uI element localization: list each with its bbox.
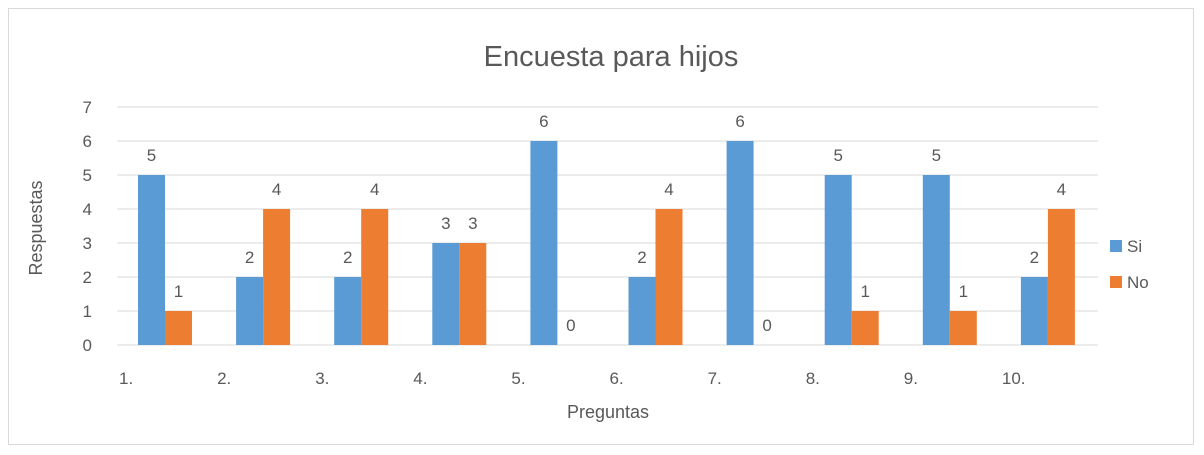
x-tick-label: 4. — [413, 369, 427, 388]
x-tick-label: 3. — [315, 369, 329, 388]
data-label: 5 — [147, 146, 156, 165]
x-tick-label: 6. — [610, 369, 624, 388]
x-tick-label: 1. — [119, 369, 133, 388]
bar-no-3 — [361, 209, 389, 345]
x-tick-labels: 1. 2. 3. 4. 5. 6. 7. 8. 9. 10. — [119, 369, 1026, 388]
chart-title: Encuesta para hijos — [484, 41, 739, 73]
data-label: 2 — [637, 248, 646, 267]
legend-swatch-si — [1110, 240, 1122, 252]
legend-swatch-no — [1110, 276, 1122, 288]
data-label: 1 — [860, 282, 869, 301]
y-tick-label: 0 — [83, 336, 92, 355]
data-label: 0 — [566, 316, 575, 335]
bar-si-8 — [824, 175, 852, 345]
chart-frame — [8, 8, 1194, 445]
y-tick-label: 4 — [83, 200, 92, 219]
bar-si-4 — [432, 243, 460, 345]
bar-no-10 — [1047, 209, 1075, 345]
x-tick-label: 9. — [904, 369, 918, 388]
legend: Si No — [1110, 237, 1149, 292]
y-axis-label: Respuestas — [26, 180, 46, 275]
x-tick-label: 10. — [1002, 369, 1026, 388]
bar-si-2 — [236, 277, 264, 345]
data-label: 2 — [343, 248, 352, 267]
bar-si-10 — [1020, 277, 1048, 345]
legend-label-no: No — [1127, 273, 1149, 292]
bar-si-9 — [922, 175, 950, 345]
data-label: 5 — [833, 146, 842, 165]
bar-si-5 — [530, 141, 558, 345]
x-tick-label: 7. — [708, 369, 722, 388]
data-label: 3 — [468, 214, 477, 233]
data-label: 5 — [932, 146, 941, 165]
bars — [138, 141, 1075, 345]
legend-label-si: Si — [1127, 237, 1142, 256]
y-tick-labels: 0 1 2 3 4 5 6 7 — [83, 98, 92, 355]
x-tick-label: 2. — [217, 369, 231, 388]
bar-no-4 — [459, 243, 487, 345]
y-tick-label: 1 — [83, 302, 92, 321]
bar-no-1 — [165, 311, 192, 345]
data-label: 1 — [174, 282, 183, 301]
data-label: 3 — [441, 214, 450, 233]
data-label: 0 — [762, 316, 771, 335]
data-label: 4 — [664, 180, 673, 199]
bar-si-3 — [334, 277, 362, 345]
bar-si-1 — [138, 175, 165, 345]
y-tick-label: 3 — [83, 234, 92, 253]
x-tick-label: 8. — [806, 369, 820, 388]
data-label: 6 — [735, 112, 744, 131]
y-tick-label: 5 — [83, 166, 92, 185]
x-tick-label: 5. — [511, 369, 525, 388]
data-label: 6 — [539, 112, 548, 131]
data-label: 2 — [1030, 248, 1039, 267]
bar-no-6 — [655, 209, 683, 345]
data-labels: 5 1 2 4 2 4 3 3 6 0 2 4 6 0 5 1 5 1 2 4 — [147, 112, 1066, 335]
x-axis-label: Preguntas — [567, 402, 649, 422]
data-label: 4 — [1057, 180, 1066, 199]
data-label: 1 — [959, 282, 968, 301]
bar-no-9 — [949, 311, 977, 345]
y-tick-label: 7 — [83, 98, 92, 117]
bar-si-6 — [628, 277, 656, 345]
bar-si-7 — [726, 141, 754, 345]
y-tick-label: 2 — [83, 268, 92, 287]
data-label: 4 — [272, 180, 281, 199]
data-label: 2 — [245, 248, 254, 267]
y-tick-label: 6 — [83, 132, 92, 151]
bar-no-8 — [851, 311, 879, 345]
data-label: 4 — [370, 180, 379, 199]
bar-no-2 — [263, 209, 291, 345]
